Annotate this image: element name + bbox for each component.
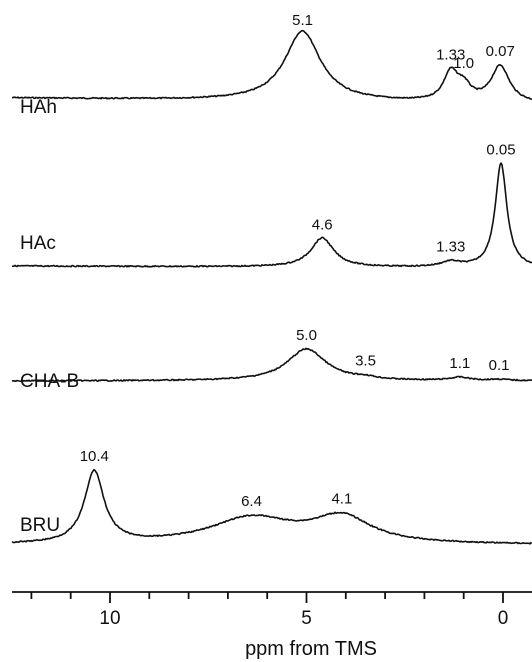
peak-label: 0.07 [486,43,515,60]
peak-label: 3.5 [355,353,376,370]
tick-label: 10 [99,608,120,629]
peak-label: 4.1 [331,491,352,508]
spectrum-trace [11,347,532,383]
spectrum-trace [11,468,532,545]
spectrum-trace [11,162,532,268]
tick-label: 0 [498,608,509,629]
peak-label: 10.4 [80,448,109,465]
spectrum-hah: HAh 5.1 1.331.0 0.07 [11,12,532,118]
peak-label: 1.33 [436,47,465,64]
spectra-layer: HAh5.11.331.00.07HAc4.61.330.05CHA-B5.03… [11,12,532,545]
peak-label: 6.4 [241,493,262,510]
spectrum-trace [11,29,532,101]
spectrum-bru: BRU 10.4 6.4 4.1 [11,448,532,545]
peak-label: 5.0 [296,327,317,344]
spectrum-hac: HAc 4.6 1.33 0.05 [11,142,532,268]
peak-label: 5.1 [292,12,313,29]
peak-label: 4.6 [312,217,333,234]
x-axis-title: ppm from TMS [245,638,377,660]
series-name: HAh [20,97,57,118]
series-name: BRU [20,515,60,536]
peak-label: 1.1 [449,355,470,372]
peak-label: 0.05 [486,142,515,159]
peak-label: 1.0 [453,55,474,72]
series-name: HAc [20,233,56,254]
tick-label: 5 [301,608,312,629]
peak-label: 1.33 [436,239,465,256]
x-axis: 10 5 0 ppm from TMS [12,591,532,660]
spectrum-cha-b: CHA-B5.03.5 1.1 0.1 [11,327,532,392]
peak-label: 0.1 [489,357,510,374]
